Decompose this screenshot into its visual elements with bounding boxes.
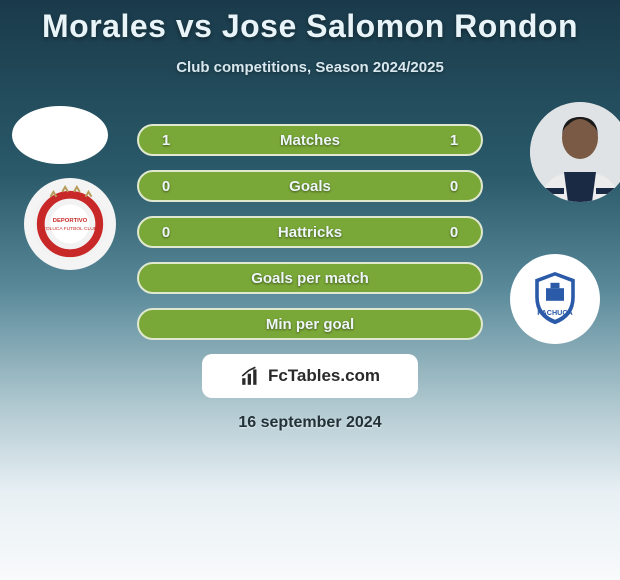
stat-row-goals: 0 Goals 0 [137, 170, 483, 202]
club-left-crest: DEPORTIVO TOLUCA FUTBOL CLUB [24, 178, 116, 270]
stat-row-hattricks: 0 Hattricks 0 [137, 216, 483, 248]
date-text: 16 september 2024 [0, 414, 620, 432]
stat-label: Matches [193, 132, 427, 149]
stat-left-value: 1 [139, 132, 193, 149]
stat-right-value: 0 [427, 178, 481, 195]
stat-label: Hattricks [193, 224, 427, 241]
stat-right-value: 0 [427, 224, 481, 241]
svg-text:DEPORTIVO: DEPORTIVO [53, 218, 88, 224]
stat-rows: 1 Matches 1 0 Goals 0 0 Hattricks 0 Goal… [137, 106, 483, 340]
page-subtitle: Club competitions, Season 2024/2025 [0, 59, 620, 76]
page-title: Morales vs Jose Salomon Rondon [0, 0, 620, 45]
club-right-crest: PACHUCA [510, 254, 600, 344]
stat-row-min-per-goal: Min per goal [137, 308, 483, 340]
svg-text:TOLUCA FUTBOL CLUB: TOLUCA FUTBOL CLUB [43, 226, 97, 232]
stat-label: Goals [193, 178, 427, 195]
stat-row-matches: 1 Matches 1 [137, 124, 483, 156]
stat-left-value: 0 [139, 224, 193, 241]
brand-chart-icon [240, 365, 262, 387]
svg-text:PACHUCA: PACHUCA [537, 308, 572, 317]
stat-label: Goals per match [193, 270, 427, 287]
player-left-avatar [12, 106, 108, 164]
stat-row-goals-per-match: Goals per match [137, 262, 483, 294]
stat-left-value: 0 [139, 178, 193, 195]
stat-label: Min per goal [193, 316, 427, 333]
player-right-avatar [530, 102, 620, 202]
brand-text: FcTables.com [268, 366, 380, 386]
brand-badge: FcTables.com [202, 354, 418, 398]
comparison-panel: DEPORTIVO TOLUCA FUTBOL CLUB PACHUCA 1 M… [0, 106, 620, 432]
stat-right-value: 1 [427, 132, 481, 149]
